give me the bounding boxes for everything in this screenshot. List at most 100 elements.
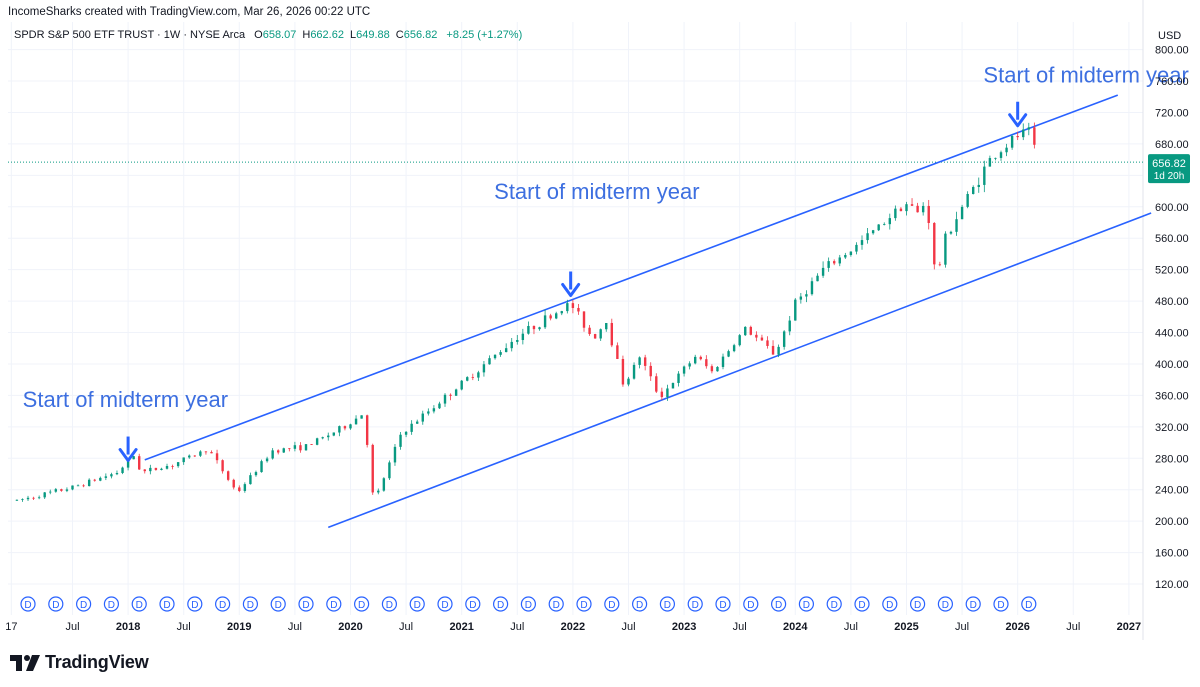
candle bbox=[1010, 134, 1014, 150]
candle bbox=[627, 376, 630, 387]
candle bbox=[721, 353, 725, 370]
symbol-legend[interactable]: SPDR S&P 500 ETF TRUST · 1W · NYSE Arca … bbox=[14, 29, 528, 41]
candle-body bbox=[855, 244, 858, 252]
down-arrow-icon bbox=[1008, 101, 1028, 128]
dividend-marker[interactable]: D bbox=[937, 596, 954, 612]
candle bbox=[54, 487, 58, 493]
dividend-label: D bbox=[636, 600, 643, 611]
candle-body bbox=[821, 267, 825, 276]
currency-label[interactable]: USD bbox=[1158, 30, 1182, 42]
dividend-marker[interactable]: D bbox=[381, 596, 398, 612]
dividend-marker[interactable]: D bbox=[1021, 596, 1037, 612]
dividend-marker[interactable]: D bbox=[604, 596, 620, 612]
dividend-marker[interactable]: D bbox=[354, 596, 370, 612]
dividend-marker[interactable]: D bbox=[826, 596, 842, 612]
dividend-marker[interactable]: D bbox=[715, 596, 731, 612]
candle bbox=[794, 298, 797, 321]
candle-body bbox=[838, 257, 841, 264]
candle bbox=[571, 299, 575, 314]
annotation-label: Start of midterm year bbox=[494, 179, 699, 204]
dividend-marker[interactable]: D bbox=[520, 596, 537, 612]
dividend-marker[interactable]: D bbox=[576, 596, 592, 612]
candle bbox=[799, 292, 803, 304]
candle-body bbox=[810, 281, 814, 295]
candle-body bbox=[916, 205, 919, 213]
dividend-marker[interactable]: D bbox=[20, 596, 36, 612]
candle-body bbox=[293, 445, 297, 449]
dividend-marker[interactable]: D bbox=[48, 596, 64, 612]
arrow-head bbox=[561, 282, 581, 297]
dividend-marker[interactable]: D bbox=[743, 596, 759, 612]
candle-body bbox=[988, 158, 992, 167]
dividend-circle bbox=[910, 596, 926, 612]
candle bbox=[249, 472, 252, 485]
candle-body bbox=[949, 231, 953, 234]
candle-body bbox=[460, 380, 463, 390]
tradingview-logo[interactable]: TradingView bbox=[10, 652, 149, 673]
dividend-marker[interactable]: D bbox=[270, 596, 286, 612]
candle bbox=[632, 362, 636, 380]
dividend-marker[interactable]: D bbox=[798, 596, 815, 612]
dividend-marker[interactable]: D bbox=[298, 596, 314, 612]
upper-channel-line[interactable] bbox=[144, 94, 1119, 461]
dividend-marker[interactable]: D bbox=[493, 596, 509, 612]
dividend-marker[interactable]: D bbox=[409, 596, 425, 612]
dividend-marker[interactable]: D bbox=[437, 596, 453, 612]
candle bbox=[660, 387, 664, 401]
candle-body bbox=[304, 444, 308, 451]
dividend-marker[interactable]: D bbox=[687, 596, 703, 612]
dividend-circle bbox=[76, 596, 92, 612]
candle-body bbox=[705, 359, 708, 367]
candle bbox=[994, 157, 997, 161]
candle bbox=[310, 443, 313, 445]
dividend-label: D bbox=[247, 600, 254, 611]
dividend-marker[interactable]: D bbox=[993, 596, 1009, 612]
candle-body bbox=[788, 320, 791, 332]
dividend-marker[interactable]: D bbox=[910, 596, 926, 612]
candle-body bbox=[15, 499, 19, 501]
dividend-marker[interactable]: D bbox=[159, 596, 175, 612]
candle-body bbox=[510, 341, 513, 349]
dividend-marker[interactable]: D bbox=[103, 596, 120, 612]
time-axis[interactable]: 17 Jul 2018 Jul 2019 Jul 2020 Jul 2021 Jul 2022 Jul… bbox=[5, 621, 1141, 633]
dividend-marker[interactable]: D bbox=[131, 596, 147, 612]
price-axis[interactable]: 120.00 160.00 200.00 240.00 280.00 320.00 360.… bbox=[1155, 45, 1189, 591]
candle bbox=[844, 252, 847, 259]
lower-channel-line[interactable] bbox=[327, 212, 1152, 529]
annotation-label: Start of midterm year bbox=[983, 63, 1188, 88]
candle-body bbox=[149, 467, 152, 472]
dividend-marker[interactable]: D bbox=[215, 596, 231, 612]
dividend-marker[interactable]: D bbox=[632, 596, 648, 612]
dividend-marker[interactable]: D bbox=[76, 596, 92, 612]
dividend-circle bbox=[743, 596, 759, 612]
dividend-marker[interactable]: D bbox=[659, 596, 676, 612]
candle bbox=[87, 478, 91, 487]
candle-body bbox=[204, 451, 208, 453]
candle-body bbox=[454, 389, 458, 396]
candle-body bbox=[999, 152, 1003, 158]
trend-channel[interactable] bbox=[144, 94, 1152, 529]
candle-body bbox=[694, 356, 697, 364]
candle-body bbox=[894, 208, 897, 219]
dividend-marker[interactable]: D bbox=[854, 596, 870, 612]
dividend-marker[interactable]: D bbox=[771, 596, 787, 612]
candle bbox=[694, 354, 697, 365]
candle-body bbox=[883, 224, 886, 225]
candle-body bbox=[132, 456, 135, 460]
candle bbox=[488, 355, 491, 365]
down-arrow-icon bbox=[118, 436, 138, 463]
dividend-marker[interactable]: D bbox=[242, 596, 259, 612]
dividend-marker[interactable]: D bbox=[465, 596, 481, 612]
candle-body bbox=[126, 459, 130, 468]
dividend-marker[interactable]: D bbox=[326, 596, 342, 612]
dividend-marker[interactable]: D bbox=[187, 596, 203, 612]
dividend-marker[interactable]: D bbox=[882, 596, 898, 612]
price-tick-label: 480.00 bbox=[1155, 296, 1189, 308]
candle-body bbox=[599, 329, 602, 339]
dividend-label: D bbox=[275, 600, 282, 611]
dividend-marker[interactable]: D bbox=[548, 596, 564, 612]
candle bbox=[955, 211, 958, 236]
dividend-marker[interactable]: D bbox=[965, 596, 981, 612]
